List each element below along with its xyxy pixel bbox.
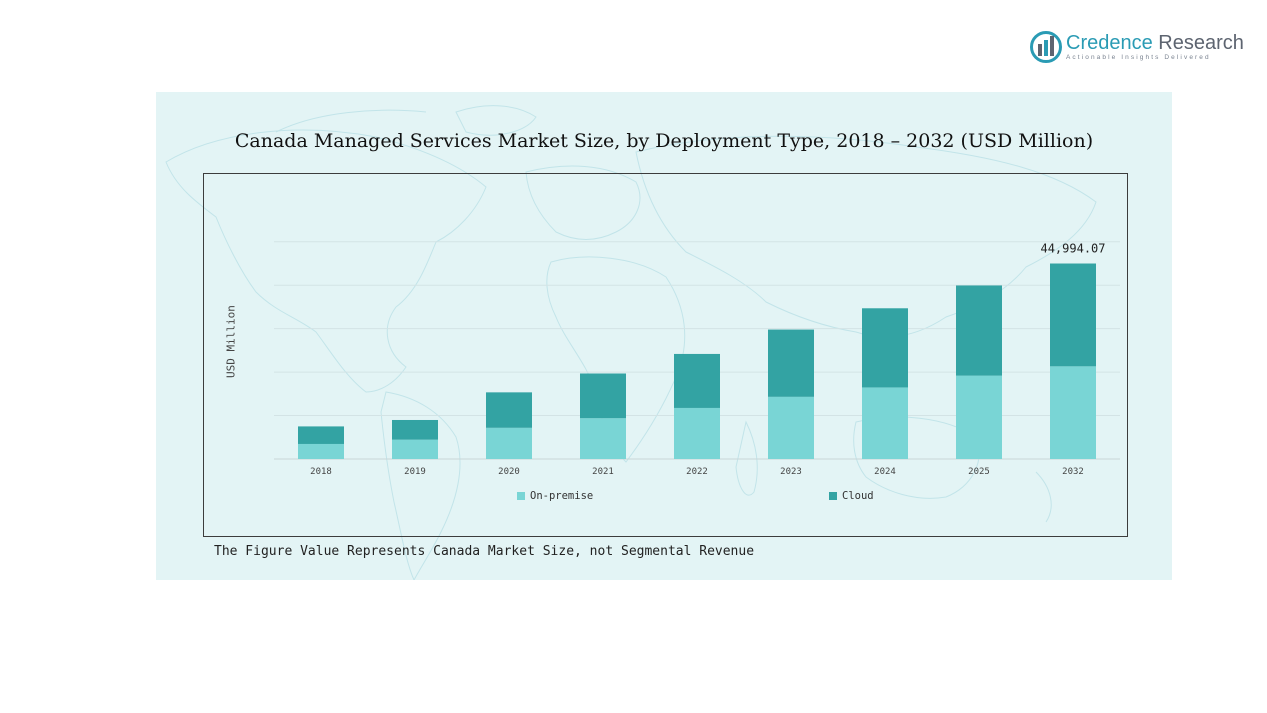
world-map-watermark bbox=[165, 105, 1097, 580]
data-label-total: 44,994.07 bbox=[1040, 242, 1105, 256]
legend-item-on-premise: On-premise bbox=[517, 490, 593, 502]
bar-on-premise-2023 bbox=[768, 396, 814, 459]
chart-footnote: The Figure Value Represents Canada Marke… bbox=[214, 544, 755, 559]
chart-title: Canada Managed Services Market Size, by … bbox=[234, 130, 1094, 152]
x-tick-label: 2024 bbox=[874, 467, 896, 477]
legend-label-cloud: Cloud bbox=[842, 490, 874, 502]
bar-cloud-2025 bbox=[956, 285, 1002, 376]
brand-tagline: Actionable Insights Delivered bbox=[1066, 54, 1211, 61]
bar-on-premise-2032 bbox=[1050, 366, 1096, 459]
legend-swatch-cloud bbox=[829, 492, 837, 500]
bar-cloud-2023 bbox=[768, 329, 814, 397]
x-tick-label: 2018 bbox=[310, 467, 332, 477]
bar-cloud-2018 bbox=[298, 426, 344, 444]
bar-on-premise-2022 bbox=[674, 407, 720, 459]
x-tick-label: 2021 bbox=[592, 467, 614, 477]
x-tick-label: 2025 bbox=[968, 467, 990, 477]
chart-panel: Canada Managed Services Market Size, by … bbox=[156, 92, 1172, 580]
legend-swatch-on-premise bbox=[517, 492, 525, 500]
brand-logo: Credence Research Actionable Insights De… bbox=[1030, 30, 1244, 66]
bar-on-premise-2024 bbox=[862, 387, 908, 459]
legend-label-on-premise: On-premise bbox=[530, 490, 594, 502]
x-tick-label: 2020 bbox=[498, 467, 520, 477]
brand-name: Credence Research bbox=[1066, 32, 1244, 54]
bar-cloud-2032 bbox=[1050, 263, 1096, 367]
credence-logo-icon bbox=[1030, 31, 1062, 63]
bar-cloud-2022 bbox=[674, 353, 720, 408]
x-tick-label: 2022 bbox=[686, 467, 708, 477]
bar-cloud-2021 bbox=[580, 373, 626, 419]
bar-cloud-2024 bbox=[862, 308, 908, 388]
legend-item-cloud: Cloud bbox=[829, 490, 874, 502]
bar-cloud-2019 bbox=[392, 419, 438, 440]
x-tick-label: 2019 bbox=[404, 467, 426, 477]
bar-on-premise-2018 bbox=[298, 443, 344, 459]
chart-plot: 2018 2019 2020 2021 2022 2023 2024 2025 2032 44,9… bbox=[274, 241, 1120, 477]
bar-on-premise-2020 bbox=[486, 427, 532, 459]
bar-cloud-2020 bbox=[486, 392, 532, 428]
bar-on-premise-2021 bbox=[580, 418, 626, 459]
x-tick-label: 2032 bbox=[1062, 467, 1084, 477]
bar-on-premise-2025 bbox=[956, 375, 1002, 459]
x-tick-label: 2023 bbox=[780, 467, 802, 477]
chart-frame: USD Million 2018 2019 2020 2021 2022 2023 2024… bbox=[203, 173, 1128, 537]
bar-on-premise-2019 bbox=[392, 439, 438, 459]
